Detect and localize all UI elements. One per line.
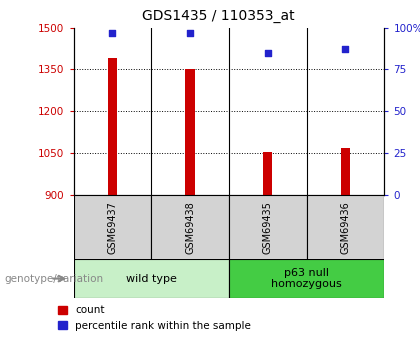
Text: GSM69435: GSM69435 xyxy=(263,201,273,254)
Bar xyxy=(307,195,384,260)
Bar xyxy=(229,195,307,260)
Bar xyxy=(74,259,229,298)
Bar xyxy=(229,259,384,298)
Text: GDS1435 / 110353_at: GDS1435 / 110353_at xyxy=(142,9,295,23)
Bar xyxy=(341,148,350,195)
Bar xyxy=(185,69,195,195)
Point xyxy=(109,30,116,36)
Bar xyxy=(263,152,273,195)
Point xyxy=(265,50,271,56)
Text: p63 null
homozygous: p63 null homozygous xyxy=(271,268,342,289)
Text: wild type: wild type xyxy=(126,274,177,284)
Point xyxy=(187,30,194,36)
Text: genotype/variation: genotype/variation xyxy=(4,274,103,284)
Bar xyxy=(108,58,117,195)
Text: GSM69438: GSM69438 xyxy=(185,201,195,254)
Point xyxy=(342,47,349,52)
Legend: count, percentile rank within the sample: count, percentile rank within the sample xyxy=(58,305,251,331)
Text: GSM69437: GSM69437 xyxy=(108,201,117,254)
Bar xyxy=(74,195,151,260)
Bar xyxy=(151,195,229,260)
Text: GSM69436: GSM69436 xyxy=(341,201,350,254)
